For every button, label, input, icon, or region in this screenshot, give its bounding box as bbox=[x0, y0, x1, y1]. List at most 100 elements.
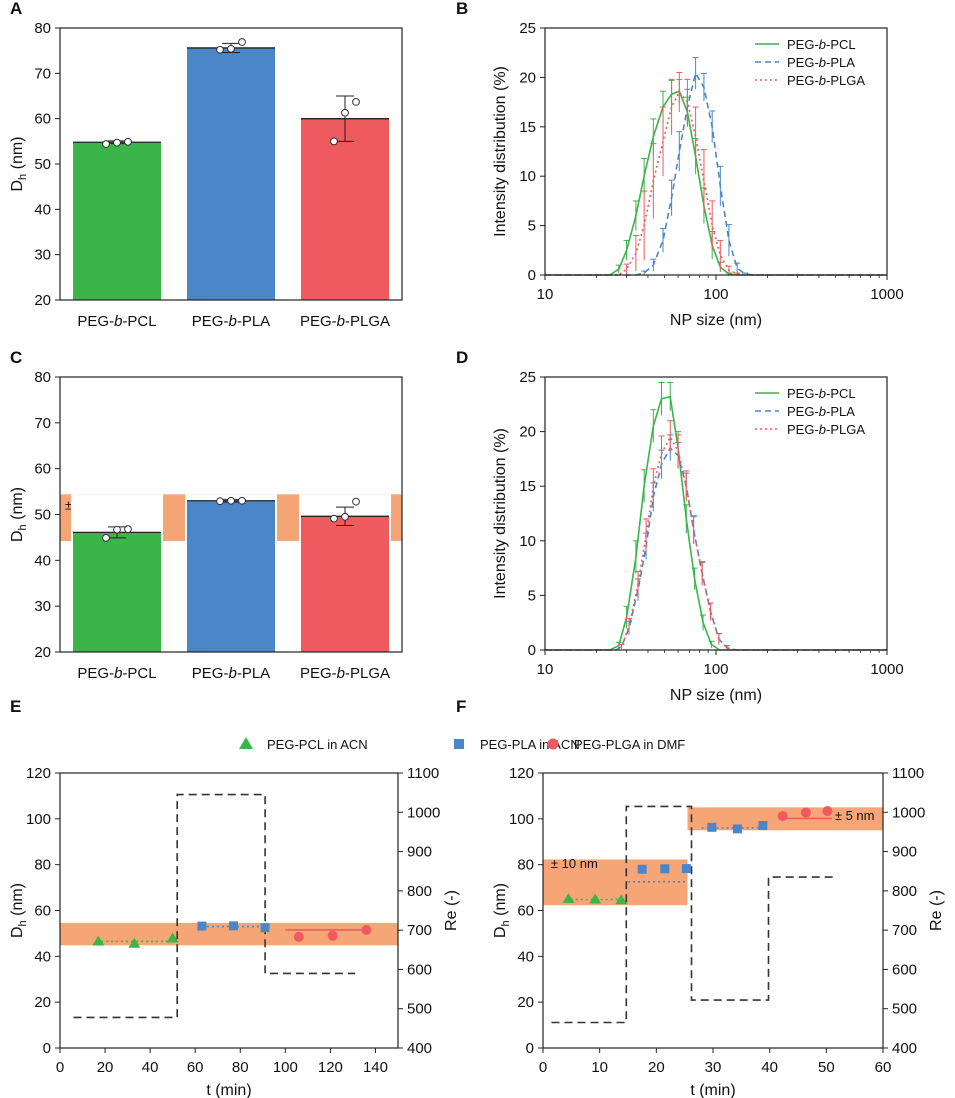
bar bbox=[73, 142, 161, 300]
plot-frame bbox=[544, 27, 888, 276]
legend-entry-part: PEG- bbox=[787, 55, 819, 70]
y-axis-title-part: h bbox=[17, 524, 29, 530]
legend-entry: PEG-b-PLGA bbox=[787, 73, 865, 88]
y2-tick-label: 700 bbox=[407, 922, 432, 939]
y2-tick-label: 1000 bbox=[407, 804, 440, 821]
y-tick-label: 50 bbox=[34, 156, 51, 173]
y-axis-title-part: h bbox=[17, 174, 29, 180]
data-point-square bbox=[660, 864, 670, 874]
y2-tick-label: 700 bbox=[892, 922, 917, 939]
category-label: PEG-b-PLGA bbox=[300, 313, 390, 330]
y-tick-label: 30 bbox=[34, 247, 51, 264]
data-point-circle bbox=[822, 806, 833, 817]
y-tick-label: 20 bbox=[519, 69, 536, 86]
y2-tick-label: 400 bbox=[892, 1040, 917, 1057]
y2-tick-label: 400 bbox=[407, 1040, 432, 1057]
category-label-part: PEG- bbox=[77, 665, 114, 682]
y2-tick-label: 1100 bbox=[407, 765, 439, 782]
category-label: PEG-b-PLA bbox=[192, 313, 270, 330]
data-point-circle bbox=[777, 811, 788, 822]
replicate-point bbox=[216, 45, 224, 54]
legend-entry-part: -PCL bbox=[826, 37, 856, 52]
category-label-part: -PLA bbox=[237, 313, 270, 330]
band-label: ± 5 nm bbox=[835, 808, 875, 823]
x-axis-title: NP size (nm) bbox=[670, 687, 762, 704]
y-axis-title-part: (nm) bbox=[9, 136, 26, 173]
y-tick-label: 20 bbox=[34, 292, 51, 309]
category-label: PEG-b-PLGA bbox=[300, 665, 390, 682]
legend-marker-square bbox=[454, 739, 464, 749]
y-tick-label: 60 bbox=[34, 461, 51, 478]
y-tick-label: 40 bbox=[34, 948, 51, 965]
x-tick-label: 100 bbox=[273, 1059, 298, 1076]
band-label: ± 10 nm bbox=[551, 856, 598, 871]
tolerance-band bbox=[60, 922, 398, 946]
series-line bbox=[545, 395, 887, 651]
y2-tick-label: 600 bbox=[407, 961, 432, 978]
category-label-part: PEG- bbox=[77, 313, 114, 330]
x-tick-label: 40 bbox=[142, 1059, 159, 1076]
legend-entry-part: -PCL bbox=[826, 386, 856, 401]
y-tick-label: 0 bbox=[526, 1040, 534, 1057]
plot-frame bbox=[544, 376, 888, 651]
y-axis-title-part: D bbox=[9, 180, 26, 192]
y-tick-label: 80 bbox=[34, 369, 51, 386]
x-tick-label: 1000 bbox=[870, 661, 903, 678]
x-tick-label: 20 bbox=[648, 1059, 665, 1076]
panel-B: B 0 5 10 15 20 25 10 100 1000 NP size (nm) Intensit… bbox=[456, 0, 904, 329]
x-tick-label: 60 bbox=[875, 1059, 892, 1076]
y-tick-label: 20 bbox=[519, 424, 536, 441]
data-point-triangle bbox=[92, 935, 105, 946]
data-point-square bbox=[758, 820, 768, 830]
legend-entry-part: PEG- bbox=[787, 422, 819, 437]
y-tick-label: 80 bbox=[34, 20, 51, 37]
replicate-point bbox=[330, 137, 338, 146]
legend-entry-part: b bbox=[819, 404, 826, 419]
y-tick-label: 120 bbox=[26, 765, 51, 782]
y2-tick-label: 900 bbox=[892, 844, 917, 861]
y2-tick-label: 600 bbox=[892, 961, 917, 978]
y-tick-label: 50 bbox=[34, 507, 51, 524]
y-tick-label: 10 bbox=[519, 168, 536, 185]
re-step-line bbox=[551, 805, 835, 1024]
y-tick-label: 5 bbox=[528, 218, 536, 235]
series-line bbox=[545, 71, 887, 276]
panel-letter-D: D bbox=[456, 348, 468, 367]
y-tick-label: 30 bbox=[34, 598, 51, 615]
data-point-square bbox=[707, 822, 717, 832]
x-tick-label: 1000 bbox=[870, 286, 903, 303]
panel-D: D 0 5 10 15 20 25 10 100 1000 NP size (nm) Intensit… bbox=[456, 348, 904, 704]
category-label-part: b bbox=[228, 665, 236, 682]
legend-entry: PEG-b-PLGA bbox=[787, 422, 865, 437]
replicate-point bbox=[238, 496, 246, 505]
replicate-point bbox=[227, 44, 235, 53]
replicate-point bbox=[216, 497, 224, 506]
legend-entry-part: PEG- bbox=[787, 404, 819, 419]
category-label-part: b bbox=[337, 313, 345, 330]
y-tick-label: 15 bbox=[519, 119, 536, 136]
legend-entry-part: PEG- bbox=[787, 37, 819, 52]
category-label-part: PEG- bbox=[192, 313, 229, 330]
replicate-point bbox=[352, 497, 360, 506]
y-tick-label: 5 bbox=[528, 587, 536, 604]
series-line bbox=[545, 446, 887, 651]
data-point-triangle bbox=[128, 937, 141, 948]
bar bbox=[73, 532, 161, 652]
bar bbox=[187, 47, 275, 300]
replicate-point bbox=[102, 140, 110, 148]
x-tick-label: 100 bbox=[703, 286, 728, 303]
y-tick-label: 70 bbox=[34, 415, 51, 432]
y-tick-label: 70 bbox=[34, 65, 51, 82]
panel-C: C± 5 nmPEG-b-PCLPEG-b-PLAPEG-b-PLGA20304… bbox=[9, 348, 403, 682]
panel-letter-B: B bbox=[456, 0, 468, 18]
y-tick-label: 80 bbox=[517, 857, 534, 874]
x-tick-label: 120 bbox=[318, 1059, 343, 1076]
plot-frame bbox=[542, 772, 884, 1049]
series-line bbox=[545, 90, 887, 276]
legend-marker-triangle bbox=[239, 737, 253, 749]
replicate-point bbox=[113, 525, 121, 534]
data-point-square bbox=[229, 921, 239, 931]
replicate-point bbox=[238, 38, 246, 46]
